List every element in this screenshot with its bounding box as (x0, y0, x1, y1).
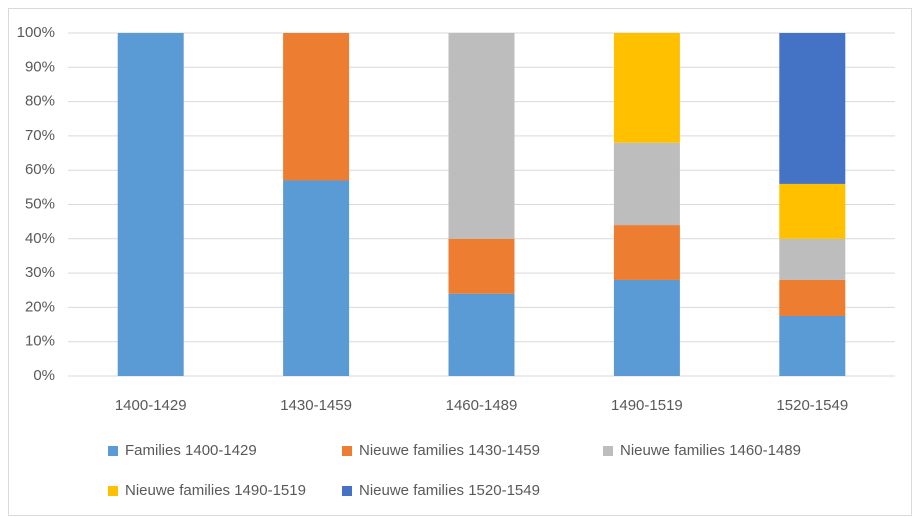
legend-label: Nieuwe families 1430-1459 (359, 442, 540, 459)
bar-segment (779, 279, 846, 316)
x-tick-label: 1400-1429 (115, 397, 187, 414)
y-tick-label: 10% (25, 333, 55, 350)
legend-label: Nieuwe families 1520-1549 (359, 482, 540, 499)
y-tick-label: 40% (25, 230, 55, 247)
y-tick-label: 90% (25, 58, 55, 75)
bar-segment (448, 238, 515, 294)
legend-label: Nieuwe families 1460-1489 (620, 442, 801, 459)
x-tick-label: 1520-1549 (776, 397, 848, 414)
bar-segment (117, 33, 184, 376)
bar-segment (283, 180, 350, 376)
y-tick-label: 0% (33, 367, 55, 384)
y-tick-label: 30% (25, 264, 55, 281)
bar-segment (779, 183, 846, 239)
bar-segment (613, 33, 680, 143)
legend-swatch (342, 486, 352, 496)
y-tick-label: 80% (25, 93, 55, 110)
y-tick-label: 20% (25, 298, 55, 315)
legend-swatch (108, 486, 118, 496)
bar-segment (448, 293, 515, 376)
y-tick-label: 70% (25, 127, 55, 144)
bar-segment (448, 33, 515, 239)
legend-label: Families 1400-1429 (125, 442, 257, 459)
y-tick-label: 60% (25, 161, 55, 178)
legend-swatch (342, 446, 352, 456)
x-tick-label: 1430-1459 (280, 397, 352, 414)
x-tick-label: 1490-1519 (611, 397, 683, 414)
legend-label: Nieuwe families 1490-1519 (125, 482, 306, 499)
bar-segment (779, 238, 846, 280)
bar-segment (779, 33, 846, 184)
y-tick-label: 100% (17, 24, 55, 41)
y-tick-label: 50% (25, 195, 55, 212)
bar-segment (613, 225, 680, 280)
x-tick-label: 1460-1489 (446, 397, 518, 414)
bar-segment (613, 142, 680, 226)
legend-swatch (603, 446, 613, 456)
legend-swatch (108, 446, 118, 456)
bar-segment (779, 315, 846, 376)
bar-segment (283, 33, 350, 181)
bar-segment (613, 279, 680, 376)
